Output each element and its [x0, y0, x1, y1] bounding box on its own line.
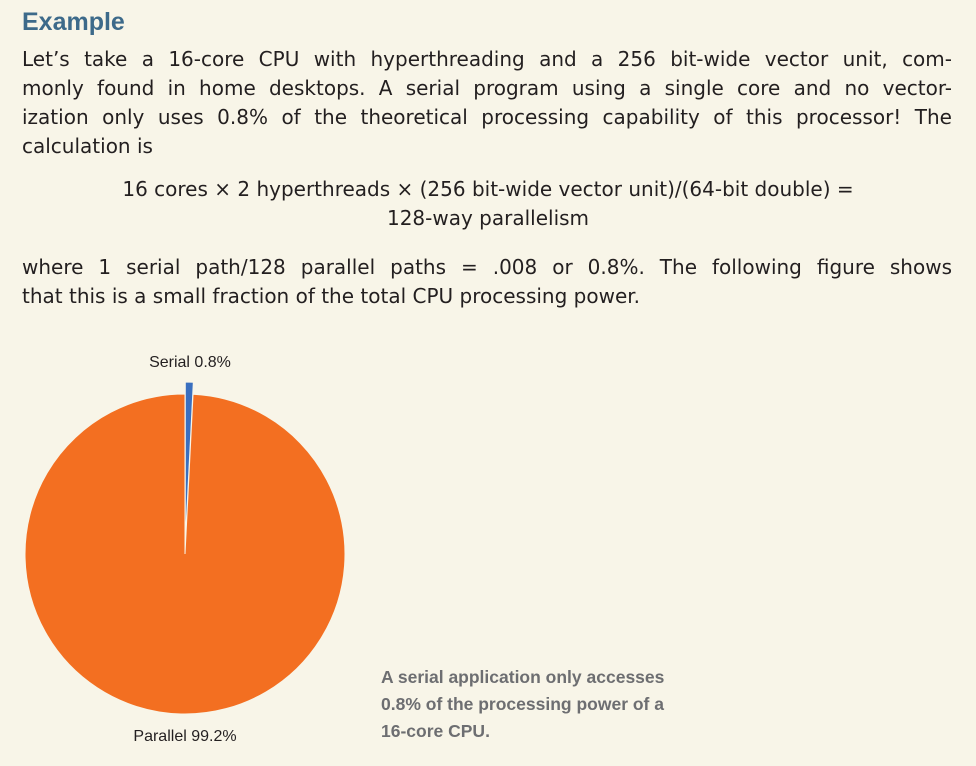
figure-caption: A serial application only accesses 0.8% …: [381, 664, 741, 745]
intro-line: monly found in home desktops. A serial p…: [22, 76, 952, 100]
caption-line: 0.8% of the processing power of a: [381, 694, 664, 714]
equation-line-2: 128-way parallelism: [386, 206, 590, 230]
intro-line: calculation is: [22, 134, 153, 158]
equation: 16 cores × 2 hyperthreads × (256 bit-wid…: [0, 175, 976, 233]
followup-line: that this is a small fraction of the tot…: [22, 284, 640, 308]
section-heading: Example: [22, 8, 125, 36]
followup-paragraph: where 1 serial path/128 parallel paths =…: [22, 253, 952, 311]
intro-line: ization only uses 0.8% of the theoretica…: [22, 105, 952, 129]
pie-label-parallel: Parallel 99.2%: [133, 728, 236, 745]
pie-label-serial: Serial 0.8%: [149, 354, 231, 371]
followup-line: where 1 serial path/128 parallel paths =…: [22, 255, 952, 279]
intro-paragraph: Let’s take a 16-core CPU with hyperthrea…: [22, 45, 952, 161]
pie-chart: Serial 0.8% Parallel 99.2%: [24, 354, 346, 745]
intro-line: Let’s take a 16-core CPU with hyperthrea…: [22, 47, 952, 71]
caption-line: 16-core CPU.: [381, 721, 490, 741]
equation-line-1: 16 cores × 2 hyperthreads × (256 bit-wid…: [122, 177, 854, 201]
pie-slice-parallel: [24, 393, 346, 715]
caption-line: A serial application only accesses: [381, 667, 665, 687]
